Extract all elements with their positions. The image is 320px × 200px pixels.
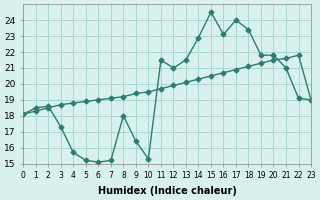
X-axis label: Humidex (Indice chaleur): Humidex (Indice chaleur) <box>98 186 236 196</box>
